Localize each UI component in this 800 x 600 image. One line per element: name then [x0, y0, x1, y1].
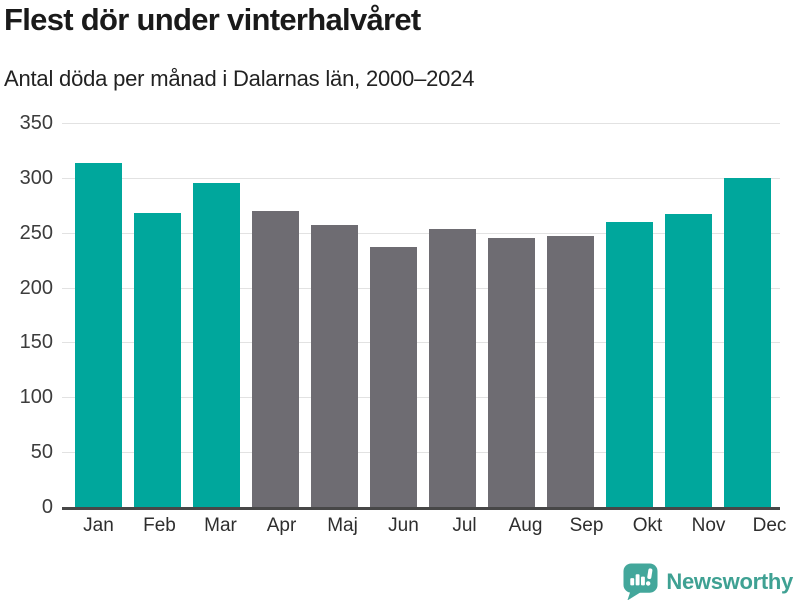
y-tick-label-50: 50 — [30, 441, 53, 464]
x-tick-label-aug: Aug — [508, 515, 543, 536]
bar-mar — [193, 183, 240, 507]
gridline-250 — [62, 232, 780, 234]
gridline-100 — [62, 397, 780, 399]
bar-okt — [606, 221, 653, 507]
x-tick-label-apr: Apr — [266, 515, 297, 536]
bars-row — [62, 123, 780, 507]
bar-feb — [134, 213, 181, 507]
chart-subtitle: Antal döda per månad i Dalarnas län, 200… — [4, 66, 475, 91]
bar-maj — [311, 225, 358, 507]
newsworthy-logo-text: Newsworthy — [666, 569, 793, 594]
x-tick-label-sep: Sep — [569, 515, 604, 536]
bar-dec — [724, 177, 771, 507]
y-tick-label-250: 250 — [19, 221, 53, 244]
y-tick-label-100: 100 — [19, 386, 53, 409]
chart-title: Flest dör under vinterhalvåret — [4, 2, 421, 37]
y-tick-label-0: 0 — [41, 496, 53, 518]
x-tick-label-jul: Jul — [452, 515, 477, 536]
bar-jan — [75, 162, 122, 507]
gridline-50 — [62, 452, 780, 454]
x-tick-label-okt: Okt — [632, 515, 663, 536]
bar-aug — [488, 238, 535, 507]
y-axis-tick-labels: 0 50 100 150 200 250 300 350 — [0, 112, 60, 518]
y-tick-label-350: 350 — [19, 112, 53, 134]
bar-jul — [429, 229, 476, 507]
gridline-350 — [62, 123, 780, 124]
gridline-150 — [62, 342, 780, 344]
bar-jun — [370, 247, 417, 507]
plot-area — [62, 123, 780, 510]
bar-nov — [665, 214, 712, 507]
x-tick-label-nov: Nov — [691, 515, 726, 536]
gridline-200 — [62, 287, 780, 289]
x-tick-label-mar: Mar — [204, 515, 237, 536]
x-tick-label-maj: Maj — [327, 515, 358, 536]
x-axis-tick-labels: Jan Feb Mar Apr Maj Jun Jul Aug Sep Okt Nov Dec — [62, 515, 800, 537]
y-tick-label-300: 300 — [19, 166, 53, 189]
bar-sep — [547, 236, 594, 507]
x-tick-label-feb: Feb — [143, 515, 176, 536]
x-tick-label-jan: Jan — [83, 515, 114, 536]
newsworthy-logo: Newsworthy — [623, 563, 793, 600]
y-tick-label-150: 150 — [19, 331, 53, 354]
bar-apr — [252, 210, 299, 507]
y-tick-label-200: 200 — [19, 276, 53, 299]
x-tick-label-dec: Dec — [752, 515, 787, 536]
x-tick-label-jun: Jun — [388, 515, 419, 536]
newsworthy-bar-chart-bubble-icon — [623, 563, 658, 600]
gridline-300 — [62, 177, 780, 179]
